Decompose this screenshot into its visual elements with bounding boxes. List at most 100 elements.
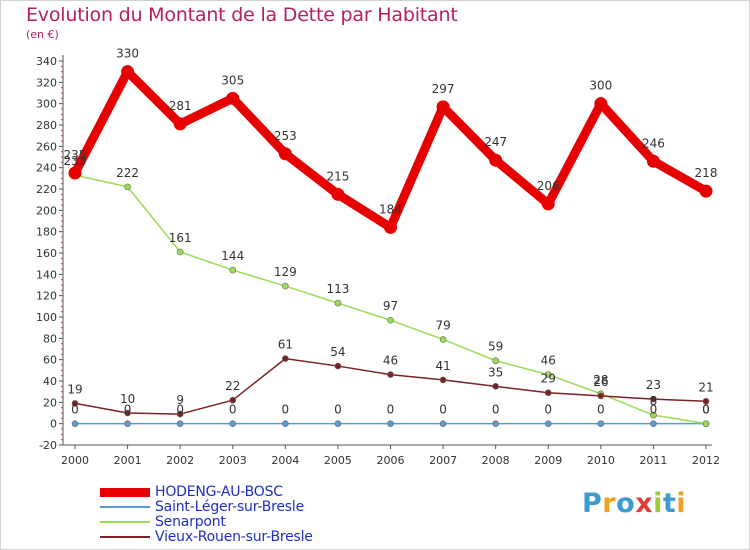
data-point-saint-leger-sur-bresle	[229, 420, 237, 427]
data-label-senarpont: 233	[64, 154, 87, 168]
y-tick-label: 260	[36, 140, 57, 153]
data-point-hodeng-au-bosc	[173, 117, 187, 131]
y-tick-label: 120	[36, 290, 57, 303]
y-tick-label: 220	[36, 183, 57, 196]
data-label-vieux-rouen-sur-bresle: 29	[541, 372, 556, 386]
data-point-saint-leger-sur-bresle	[71, 420, 79, 427]
data-point-saint-leger-sur-bresle	[544, 420, 552, 427]
data-label-hodeng-au-bosc: 253	[274, 129, 297, 143]
data-point-hodeng-au-bosc	[699, 184, 713, 198]
data-label-vieux-rouen-sur-bresle: 35	[488, 365, 503, 379]
x-tick-label: 2006	[377, 454, 405, 467]
x-tick-label: 2001	[114, 454, 142, 467]
data-point-saint-leger-sur-bresle	[282, 420, 289, 427]
data-label-vieux-rouen-sur-bresle: 41	[435, 359, 450, 373]
data-label-senarpont: 161	[169, 231, 192, 245]
x-tick-label: 2002	[166, 454, 194, 467]
data-point-senarpont	[282, 282, 289, 290]
data-label-senarpont: 222	[116, 166, 139, 180]
data-label-vieux-rouen-sur-bresle: 61	[278, 338, 293, 352]
data-label-vieux-rouen-sur-bresle: 10	[120, 392, 135, 406]
data-label-senarpont: 0	[702, 403, 710, 417]
legend-swatch	[100, 536, 150, 538]
logo-letter: r	[602, 488, 617, 519]
data-label-senarpont: 129	[274, 265, 297, 279]
data-label-vieux-rouen-sur-bresle: 46	[383, 354, 398, 368]
data-point-vieux-rouen-sur-bresle	[387, 371, 394, 378]
data-point-hodeng-au-bosc	[436, 100, 450, 114]
data-point-senarpont	[439, 336, 447, 343]
y-tick-label: 80	[43, 332, 57, 345]
data-label-senarpont: 28	[593, 373, 608, 387]
data-label-hodeng-au-bosc: 247	[484, 135, 507, 149]
data-label-vieux-rouen-sur-bresle: 54	[330, 345, 345, 359]
x-tick-label: 2000	[61, 454, 89, 467]
legend-label: Saint-Léger-sur-Bresle	[155, 499, 304, 515]
data-label-saint-leger-sur-bresle: 0	[71, 403, 79, 417]
data-label-senarpont: 97	[383, 299, 398, 313]
y-tick-label: 0	[50, 418, 57, 431]
logo-letter: i	[653, 488, 663, 519]
x-tick-label: 2005	[324, 454, 352, 467]
legend-item: Vieux-Rouen-sur-Bresle	[100, 529, 430, 545]
legend-swatch	[100, 521, 150, 523]
data-label-hodeng-au-bosc: 297	[432, 82, 455, 96]
x-tick-label: 2009	[534, 454, 562, 467]
data-label-saint-leger-sur-bresle: 0	[229, 403, 237, 417]
data-point-saint-leger-sur-bresle	[439, 420, 447, 427]
data-label-senarpont: 113	[326, 282, 349, 296]
data-label-saint-leger-sur-bresle: 0	[387, 403, 395, 417]
chart-subtitle: (en €)	[26, 28, 59, 41]
y-tick-label: 240	[36, 162, 57, 175]
chart-axes: -200204060801001201401601802002202402602…	[36, 55, 720, 467]
data-label-hodeng-au-bosc: 206	[537, 179, 560, 193]
y-tick-label: 300	[36, 98, 57, 111]
data-point-senarpont	[176, 248, 184, 256]
x-tick-label: 2010	[587, 454, 615, 467]
data-label-saint-leger-sur-bresle: 0	[702, 403, 710, 417]
data-label-senarpont: 144	[221, 249, 244, 263]
x-tick-label: 2012	[692, 454, 720, 467]
y-tick-label: 320	[36, 76, 57, 89]
data-label-vieux-rouen-sur-bresle: 19	[67, 382, 82, 396]
data-point-vieux-rouen-sur-bresle	[702, 397, 710, 405]
data-point-saint-leger-sur-bresle	[176, 420, 184, 427]
data-point-vieux-rouen-sur-bresle	[544, 389, 552, 397]
data-label-senarpont: 8	[650, 394, 658, 408]
data-point-hodeng-au-bosc	[541, 197, 555, 211]
data-label-saint-leger-sur-bresle: 0	[597, 403, 605, 417]
data-point-saint-leger-sur-bresle	[650, 420, 657, 427]
data-label-vieux-rouen-sur-bresle: 21	[698, 380, 713, 394]
data-point-vieux-rouen-sur-bresle	[439, 376, 447, 384]
data-point-vieux-rouen-sur-bresle	[334, 362, 342, 370]
proxiti-logo: Proxiti	[582, 488, 686, 519]
data-point-vieux-rouen-sur-bresle	[71, 400, 79, 407]
data-label-hodeng-au-bosc: 305	[221, 73, 244, 87]
legend-swatch	[100, 487, 150, 497]
data-label-saint-leger-sur-bresle: 0	[650, 403, 658, 417]
data-point-saint-leger-sur-bresle	[492, 420, 499, 427]
data-point-hodeng-au-bosc	[489, 153, 503, 167]
y-tick-label: 40	[43, 375, 57, 388]
data-point-vieux-rouen-sur-bresle	[176, 410, 184, 418]
data-point-saint-leger-sur-bresle	[597, 420, 605, 427]
legend-label: Vieux-Rouen-sur-Bresle	[155, 529, 313, 545]
data-label-saint-leger-sur-bresle: 0	[334, 403, 342, 417]
legend-label: HODENG-AU-BOSC	[155, 484, 283, 500]
logo-letter: t	[662, 488, 677, 519]
legend-item: Saint-Léger-sur-Bresle	[100, 499, 430, 515]
data-label-hodeng-au-bosc: 330	[116, 47, 139, 61]
data-point-saint-leger-sur-bresle	[124, 420, 131, 427]
data-label-vieux-rouen-sur-bresle: 9	[176, 393, 184, 407]
data-label-saint-leger-sur-bresle: 0	[492, 403, 500, 417]
data-point-senarpont	[334, 299, 342, 307]
y-tick-label: -20	[39, 439, 57, 452]
data-point-hodeng-au-bosc	[594, 97, 608, 111]
logo-letter: o	[616, 488, 636, 519]
data-point-vieux-rouen-sur-bresle	[282, 355, 289, 362]
x-tick-label: 2004	[271, 454, 299, 467]
data-label-saint-leger-sur-bresle: 0	[544, 403, 552, 417]
legend-item: Senarpont	[100, 514, 430, 530]
data-label-saint-leger-sur-bresle: 0	[439, 403, 447, 417]
y-tick-label: 200	[36, 204, 57, 217]
